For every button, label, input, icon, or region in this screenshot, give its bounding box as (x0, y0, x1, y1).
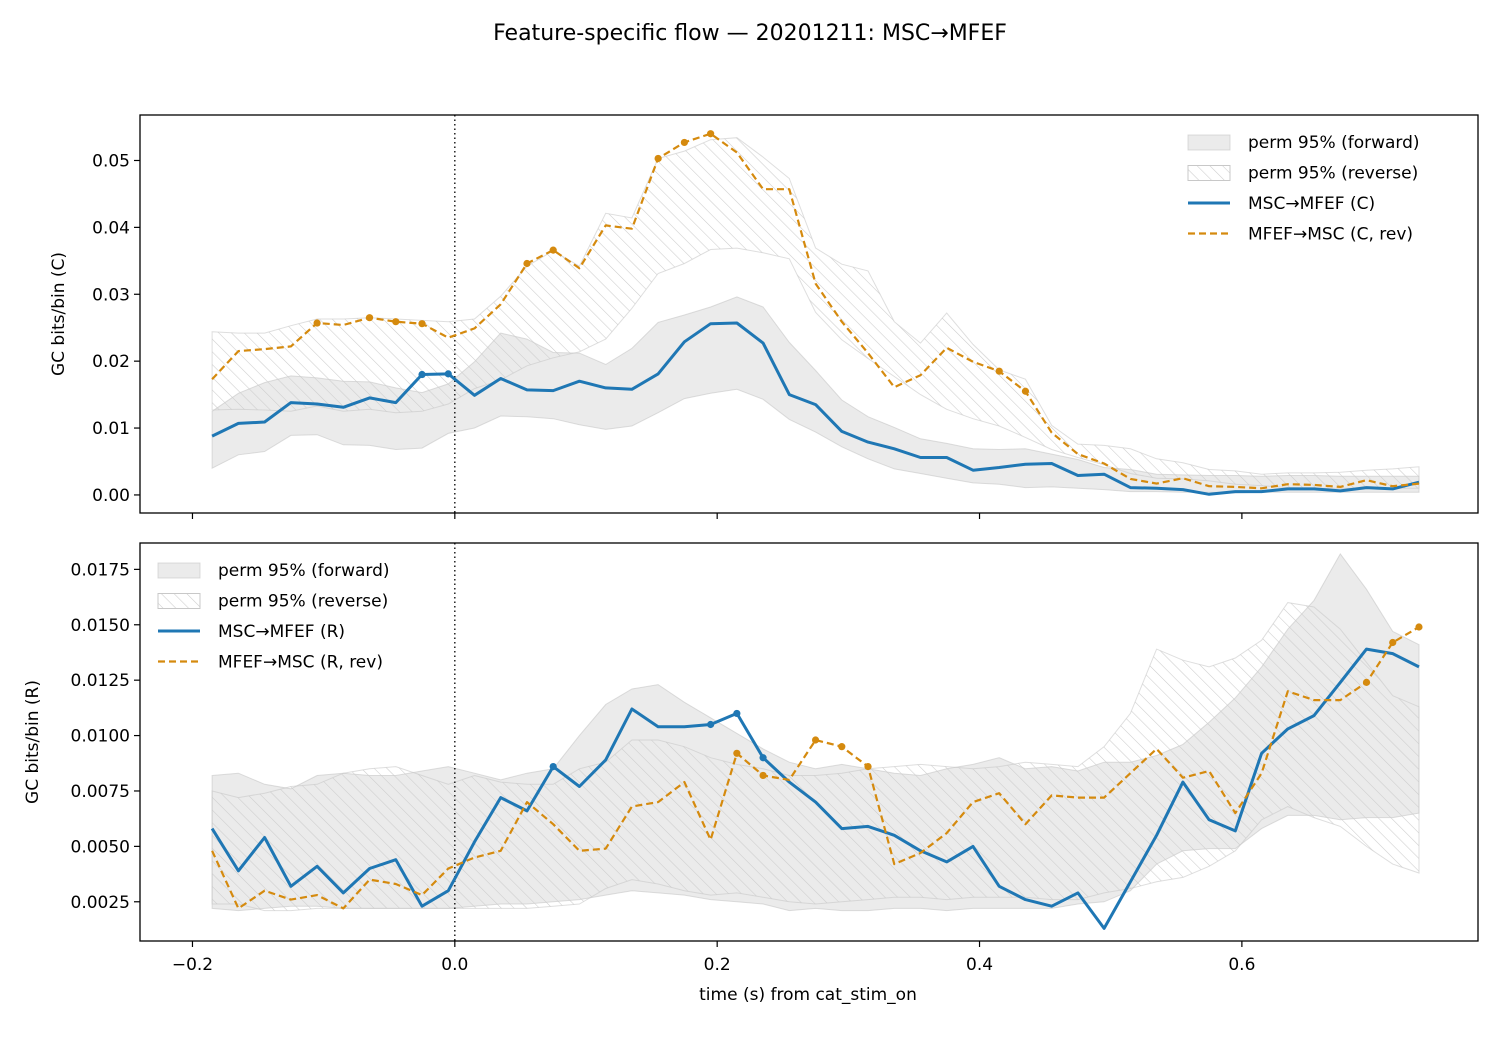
sig-marker-reverse-top (707, 130, 715, 138)
sig-marker-reverse-top (392, 318, 400, 326)
plot-area-bottom (210, 543, 1423, 941)
series-line-reverse-bottom (211, 626, 1420, 910)
band-reverse-top (211, 137, 1420, 489)
sig-marker-reverse-bottom (864, 762, 872, 771)
plot-area-top (211, 115, 1420, 513)
x-tick-label-bottom: 0.4 (966, 955, 993, 975)
legend-label-bottom: MFEF→MSC (R, rev) (218, 653, 383, 673)
sig-marker-forward-bottom (549, 762, 557, 771)
legend-bottom: perm 95% (forward) perm 95% (reverse) MSC→… (157, 561, 390, 673)
y-axis-label-bottom: GC bits/bin (R) (23, 680, 43, 804)
sig-marker-reverse-top (418, 320, 426, 328)
y-tick-label-bottom: 0.0075 (71, 782, 130, 802)
legend-top: perm 95% (forward) perm 95% (reverse) MSC→… (1187, 133, 1420, 245)
legend-swatch-hatch-bottom (157, 593, 201, 609)
legend-label-bottom: perm 95% (reverse) (218, 592, 388, 612)
x-axis-label: time (s) from cat_stim_on (699, 985, 917, 1005)
legend-label-top: perm 95% (forward) (1248, 133, 1420, 153)
x-tick-label-bottom: 0.0 (441, 955, 468, 975)
sig-marker-forward-bottom (707, 720, 715, 729)
y-tick-label-bottom: 0.0100 (71, 727, 130, 747)
sig-marker-forward-top (418, 370, 426, 379)
sig-marker-reverse-top (549, 246, 557, 254)
sig-marker-reverse-top (1021, 387, 1030, 395)
sig-marker-reverse-bottom (811, 736, 820, 744)
y-tick-label-bottom: 0.0125 (71, 671, 130, 691)
x-tick-label-bottom: 0.2 (704, 955, 731, 975)
sig-marker-reverse-bottom (1415, 623, 1423, 631)
sig-marker-forward-bottom (759, 754, 767, 762)
y-axis-label-top: GC bits/bin (C) (49, 252, 69, 376)
legend-swatch-band-bottom (157, 562, 201, 579)
legend-label-top: MFEF→MSC (C, rev) (1248, 225, 1413, 245)
sig-marker-reverse-top (365, 314, 374, 322)
y-tick-label-top: 0.04 (92, 218, 130, 238)
y-tick-label-bottom: 0.0050 (71, 837, 130, 857)
axes-frame-bottom (139, 542, 1479, 942)
legend-label-top: MSC→MFEF (C) (1248, 194, 1375, 214)
legend-swatch-hatch-top (1187, 165, 1231, 181)
y-tick-label-bottom: 0.0150 (71, 616, 130, 636)
sig-marker-reverse-bottom (1389, 638, 1397, 647)
sig-marker-reverse-top (654, 154, 662, 163)
y-tick-label-bottom: 0.0025 (71, 893, 130, 913)
legend-label-top: perm 95% (reverse) (1248, 164, 1418, 184)
panel-bottom: GC bits/bin (R) 0.0025 0.0050 0.0075 0.0100… (23, 542, 1479, 975)
panel-top: GC bits/bin (C) 0.00 0.01 0.02 0.03 0.04 0.05… (49, 114, 1479, 519)
sig-marker-forward-bottom (733, 709, 741, 718)
legend-label-bottom: perm 95% (forward) (218, 561, 390, 581)
series-line-reverse-top (211, 132, 1420, 490)
y-tick-label-top: 0.01 (92, 419, 130, 439)
sig-marker-reverse-bottom (733, 749, 741, 757)
x-tick-label-bottom: −0.2 (172, 955, 213, 975)
series-line-forward-top (211, 321, 1420, 496)
band-reverse-bottom (211, 602, 1420, 912)
y-tick-label-top: 0.02 (92, 352, 130, 372)
sig-marker-reverse-bottom (1362, 678, 1371, 686)
legend-label-bottom: MSC→MFEF (R) (218, 622, 345, 642)
y-tick-label-top: 0.00 (92, 486, 130, 506)
sig-marker-reverse-top (995, 367, 1003, 375)
y-tick-label-top: 0.05 (92, 151, 130, 171)
series-line-forward-bottom (210, 647, 1420, 930)
sig-marker-reverse-bottom (838, 743, 846, 751)
legend-swatch-band-top (1187, 134, 1231, 151)
sig-marker-forward-top (444, 370, 452, 378)
y-tick-label-top: 0.03 (92, 285, 130, 305)
sig-marker-reverse-top (313, 319, 321, 327)
axes-frame-top (139, 114, 1479, 514)
y-tick-label-bottom: 0.0175 (71, 560, 130, 580)
sig-marker-reverse-top (523, 259, 531, 268)
figure-title: Feature-specific flow — 20201211: MSC→MF… (493, 21, 1007, 46)
x-tick-label-bottom: 0.6 (1228, 955, 1255, 975)
sig-marker-reverse-top (680, 138, 688, 147)
sig-marker-reverse-bottom (759, 771, 767, 780)
